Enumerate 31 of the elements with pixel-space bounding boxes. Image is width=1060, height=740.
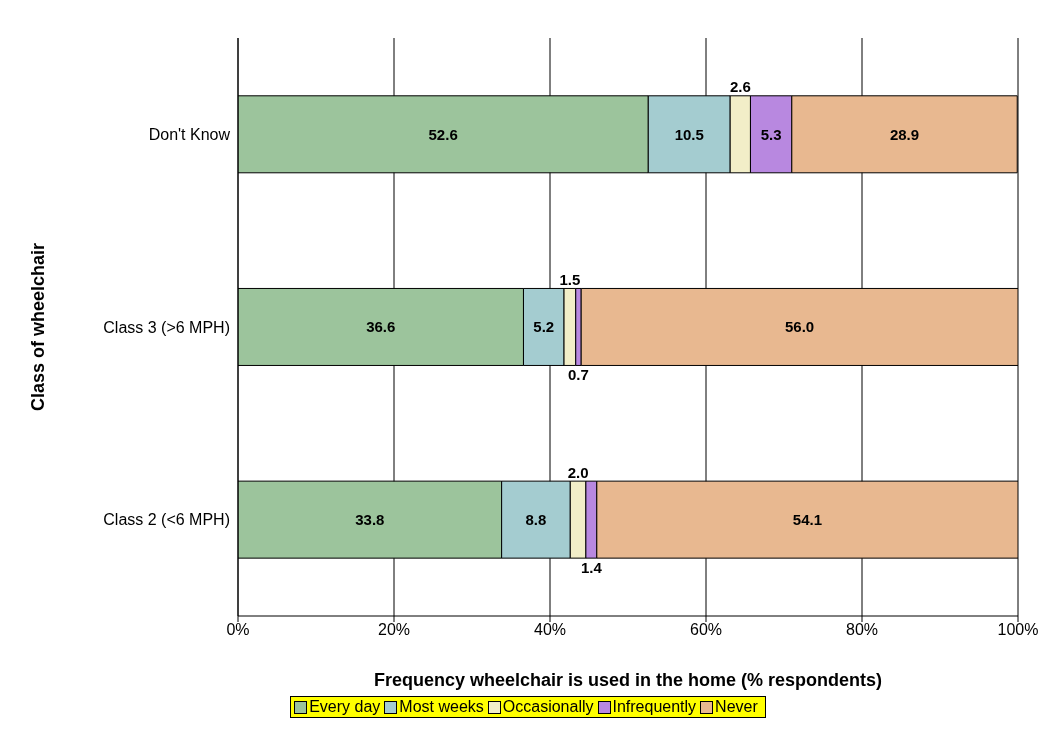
y-tick-label: Don't Know (148, 126, 231, 144)
data-label: 8.8 (525, 511, 547, 529)
legend-label: Never (714, 698, 758, 716)
legend-label: Most weeks (398, 698, 484, 716)
data-label: 1.4 (580, 558, 603, 576)
data-label: 33.8 (355, 511, 385, 529)
data-label: 1.5 (559, 270, 581, 288)
x-tick-label: 0% (226, 621, 250, 639)
x-tick-label: 20% (377, 621, 411, 639)
data-label: 10.5 (674, 125, 704, 143)
y-tick-label: Class 3 (>6 MPH) (103, 318, 230, 336)
data-label: 5.2 (533, 318, 555, 336)
data-label: 0.7 (568, 365, 589, 383)
data-label: 5.3 (760, 125, 782, 143)
data-label: 28.9 (889, 125, 920, 143)
x-tick-label: 60% (689, 621, 723, 639)
data-label: 52.6 (428, 125, 458, 143)
x-tick-label: 80% (845, 621, 879, 639)
legend-label: Infrequently (611, 698, 697, 716)
x-axis-title: Frequency wheelchair is used in the home (% respondents) (373, 670, 883, 690)
data-label: 54.1 (792, 511, 822, 529)
legend-label: Every day (308, 698, 381, 716)
x-tick-label: 40% (533, 621, 567, 639)
y-tick-label: Class 2 (<6 MPH) (103, 511, 230, 529)
data-label: 2.0 (567, 463, 589, 481)
data-label: 56.0 (785, 318, 815, 336)
data-label: 36.6 (366, 318, 396, 336)
data-label: 2.6 (729, 78, 751, 96)
legend-label: Occasionally (501, 698, 594, 716)
y-axis-title: Class of wheelchair (28, 242, 49, 412)
x-tick-label: 100% (997, 621, 1039, 639)
